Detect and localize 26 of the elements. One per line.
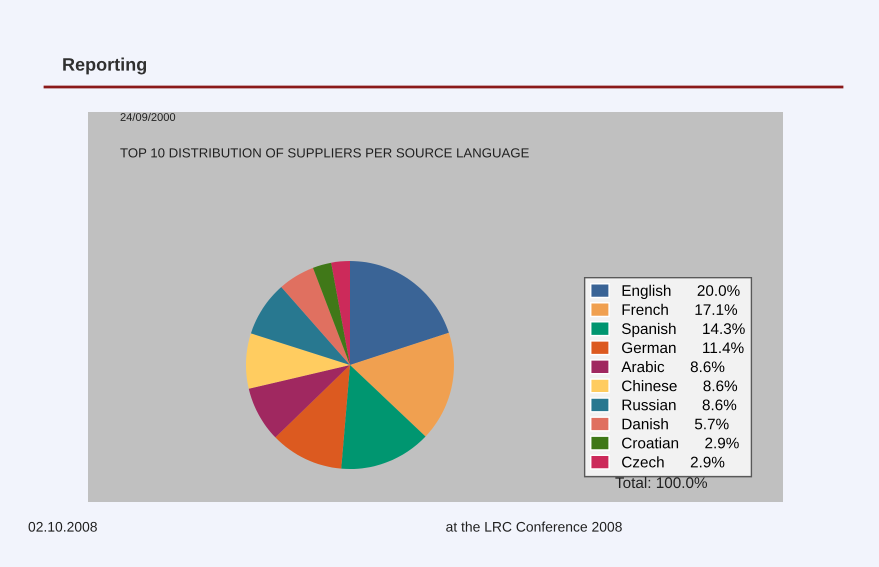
text: at the LRC Conference 2008 xyxy=(446,522,622,532)
pie-slice xyxy=(246,333,350,389)
pie-slice xyxy=(250,286,350,365)
pie-slice xyxy=(350,261,449,365)
chart-title: Reporting xyxy=(63,58,146,74)
pie-slice xyxy=(312,262,350,365)
pie-slice xyxy=(331,261,350,365)
text: 02.10.2008 xyxy=(28,522,97,532)
legend-label: German 11.4% xyxy=(622,342,744,354)
legend-label: Czech 2.9% xyxy=(622,456,724,468)
text: 24/09/2000 xyxy=(120,112,176,121)
legend-label: Spanish 14.3% xyxy=(622,322,745,338)
pie-slice xyxy=(248,365,350,438)
legend-label: French 17.1% xyxy=(622,304,738,316)
pie-slice xyxy=(341,365,426,469)
legend-label: Danish 5.7% xyxy=(622,418,729,430)
chart-subtitle: TOP 10 DISTRIBUTION OF SUPPLIERS PER SOURCE LANGUAGE xyxy=(120,148,529,158)
pie-slice xyxy=(275,365,350,469)
pie-slice xyxy=(350,332,454,436)
legend-label: Chinese 8.6% xyxy=(622,380,738,392)
legend-label: Croatian 2.9% xyxy=(622,437,739,448)
text: Total: 100.0% xyxy=(615,476,708,488)
legend-label: Russian 8.6% xyxy=(622,399,736,410)
legend-label: English 20.0% xyxy=(622,284,740,299)
legend-label: Arabic 8.6% xyxy=(621,360,724,372)
pie-slice xyxy=(281,268,350,365)
